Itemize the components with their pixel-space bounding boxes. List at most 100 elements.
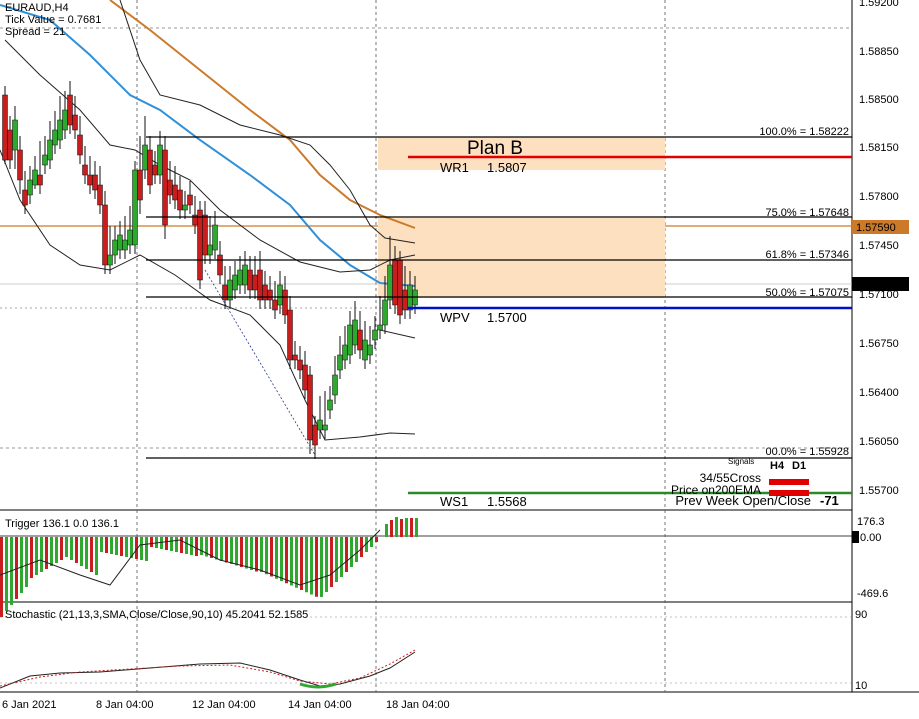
bull-candle [62, 109, 68, 131]
bear-candle [137, 169, 143, 201]
bull-candle [362, 339, 368, 361]
trigger-bar [140, 537, 143, 560]
spread-text: Spread = 21 [5, 26, 65, 38]
bear-candle [267, 289, 273, 301]
trigger-bar [285, 537, 288, 584]
stochastic-label: Stochastic (21,13,3,SMA,Close/Close,90,1… [5, 609, 308, 621]
ws1-value: 1.5568 [487, 494, 527, 509]
price-levels [146, 136, 852, 495]
bear-candle [2, 94, 8, 161]
stochastic-lines [0, 649, 416, 689]
bull-candle [317, 419, 323, 431]
bear-candle [357, 329, 363, 351]
signal-cross-bar [769, 479, 809, 485]
envelope-tail [379, 329, 416, 339]
bear-candle [67, 94, 73, 126]
trigger-bar [405, 518, 408, 537]
trigger-bar [305, 537, 308, 593]
trigger-bar [90, 537, 93, 572]
bull-candle [52, 129, 58, 146]
trigger-bar [195, 537, 198, 556]
stochastic-main-line [0, 651, 416, 689]
fib-0-label: 00.0% = 1.55928 [766, 446, 850, 458]
bear-candle [287, 309, 293, 361]
bull-candle [32, 169, 38, 186]
trigger-zero-marker [852, 531, 859, 543]
trigger-bar [320, 537, 323, 597]
trigger-bar [385, 524, 388, 537]
trigger-bar [360, 537, 363, 557]
bull-candle [377, 324, 383, 331]
trigger-bar [240, 537, 243, 567]
trigger-bar [210, 537, 213, 558]
trigger-bar [280, 537, 283, 581]
bear-candle [307, 374, 313, 441]
trigger-bar [80, 537, 83, 566]
price-tick: 1.56050 [859, 436, 899, 448]
bull-candle [42, 154, 48, 166]
trigger-bar [95, 537, 98, 575]
price-tick: 1.56750 [859, 338, 899, 350]
bear-candle [87, 174, 93, 186]
time-tick: 14 Jan 04:00 [288, 699, 352, 711]
bull-candle [12, 119, 18, 151]
trigger-bar [345, 537, 348, 572]
bull-candle [347, 324, 353, 356]
signal-ema-bar [769, 490, 809, 496]
trigger-bar [70, 537, 73, 560]
orange-level-value: 1.57590 [856, 222, 896, 234]
envelope-upper [119, 0, 416, 244]
price-tick: 1.57100 [859, 289, 899, 301]
current-price-value: 1.57179 [856, 279, 896, 291]
trigger-bar [270, 537, 273, 577]
bull-candle [207, 244, 213, 256]
ema-orange-line [109, 0, 416, 229]
signal-row-ema: Price on200EMA [671, 483, 761, 497]
bear-candle [252, 274, 258, 291]
bull-candle [122, 239, 128, 251]
trigger-bar [170, 537, 173, 551]
bear-candle [187, 194, 193, 206]
bull-candle [132, 169, 138, 246]
price-axis: 1.59200 1.58850 1.58500 1.58150 1.57800 … [859, 0, 899, 497]
trigger-bar [65, 537, 68, 557]
bear-candle [197, 209, 203, 281]
bear-candle [282, 289, 288, 316]
bear-candle [172, 184, 178, 201]
bear-candle [217, 254, 223, 276]
trigger-bar [400, 519, 403, 537]
bear-candle [37, 174, 43, 186]
bear-candle [177, 189, 183, 211]
bull-candle [382, 299, 388, 326]
trigger-bar [55, 537, 58, 563]
trigger-bar [415, 518, 418, 537]
trigger-bar [245, 537, 248, 569]
bear-candle [77, 134, 83, 156]
bear-candle [202, 214, 208, 256]
bull-candle [242, 264, 248, 286]
bear-candle [22, 189, 28, 206]
bear-candle [92, 174, 98, 191]
trigger-bar [295, 537, 298, 588]
trigger-bar [290, 537, 293, 586]
fib-618-label: 61.8% = 1.57346 [766, 249, 850, 261]
trigger-bar [365, 537, 368, 552]
bear-candle [222, 284, 228, 301]
trigger-bar [135, 537, 138, 559]
trigger-bar [150, 537, 153, 547]
trigger-zero: 0.00 [860, 532, 881, 544]
trigger-bar [255, 537, 258, 572]
trigger-bar [330, 537, 333, 587]
bear-candle [297, 359, 303, 371]
trigger-bar [260, 537, 263, 572]
bull-candle [352, 319, 358, 346]
plan-b-upper-zone [378, 137, 665, 170]
bull-candle [367, 344, 373, 356]
price-tick: 1.59200 [859, 0, 899, 9]
fib-75-label: 75.0% = 1.57648 [766, 207, 850, 219]
bear-candle [152, 164, 158, 176]
signal-row-cross: 34/55Cross [700, 471, 761, 485]
wr1-label: WR1 [440, 160, 469, 175]
bear-candle [262, 284, 268, 301]
